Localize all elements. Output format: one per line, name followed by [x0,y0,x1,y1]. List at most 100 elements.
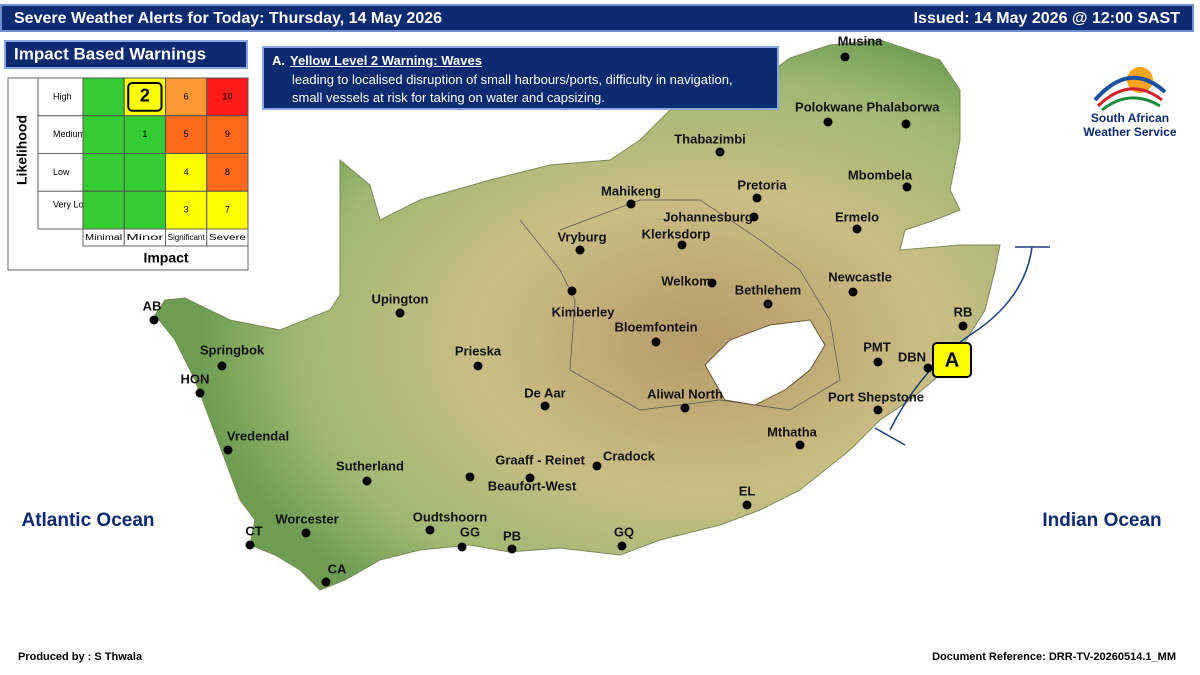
place-dot [873,405,883,415]
place-label: Oudtshoorn [413,509,487,524]
row-label: Medium [53,129,85,139]
place-dot [149,315,159,325]
matrix-cell [123,115,166,154]
place-dot [362,476,372,486]
place-label: CT [245,523,262,538]
place-dot [395,308,405,318]
place-dot [217,361,227,371]
impact-matrix: Impact Based Warnings Likelihood Impact … [4,40,249,271]
matrix-cell [82,115,125,154]
matrix-cell-value: 1 [142,129,147,139]
place-label: Pretoria [737,177,787,192]
place-label: Klerksdorp [642,226,711,241]
matrix-cell-value: 2 [140,86,150,106]
matrix-cell-value: 4 [184,167,189,177]
place-label: Thabazimbi [674,131,746,146]
matrix-cell [123,153,166,192]
place-label: Mthatha [767,424,818,439]
matrix-cell-value: 5 [184,129,189,139]
place-dot [195,388,205,398]
place-label: Beaufort-West [488,478,577,493]
place-dot [525,473,535,483]
matrix-cell [165,115,208,154]
matrix-cell-value: 10 [222,91,232,101]
matrix-cell [206,115,249,154]
place-dot [901,119,911,129]
logo-arc [1093,75,1167,102]
x-axis-label: Impact [143,250,188,266]
column-label: Minor [126,233,164,242]
place-label: CA [328,561,347,576]
place-label: AB [143,298,162,313]
matrix-cell [206,190,249,230]
row-label-cell [37,153,84,192]
lesotho [704,319,826,406]
row-label-cell [37,190,84,230]
place-label: Aliwal North [647,386,723,401]
place-label: Cradock [603,448,656,463]
place-dot [223,445,233,455]
place-dot [715,147,725,157]
place-label: RB [954,304,973,319]
place-dot [840,52,850,62]
places: Musina Polokwane Phalaborwa Thabazimbi Preto… [143,33,973,587]
coastal-warning-line [874,246,1050,446]
place-label: Springbok [200,342,265,357]
place-dot [245,540,255,550]
place-dot [651,337,661,347]
place-dot [923,363,933,373]
place-label: DBN [898,349,926,364]
place-dot [749,212,759,222]
place-label: Phalaborwa [867,99,941,114]
place-dot [301,528,311,538]
place-dot [848,287,858,297]
header-bar: Severe Weather Alerts for Today: Thursda… [0,4,1194,32]
place-dot [617,541,627,551]
logo: South African Weather Service [1083,67,1177,139]
warning-text: leading to localised disruption of small… [292,72,733,105]
place-dot [823,117,833,127]
logo-text: Weather Service [1083,125,1176,139]
place-dot [465,472,475,482]
place-label: EL [739,483,756,498]
row-label: High [53,91,72,101]
place-dot [873,357,883,367]
place-dot [795,440,805,450]
place-dot [473,361,483,371]
y-axis-label: Likelihood [14,115,30,185]
place-dot [626,199,636,209]
place-label: GQ [614,524,634,539]
ocean-label: Indian Ocean [1042,510,1161,531]
matrix-title: Impact Based Warnings [14,44,206,63]
place-label: PMT [863,339,891,354]
matrix-cell [206,153,249,192]
place-label: Graaff - Reinet [495,452,585,467]
place-label: Polokwane [795,99,863,114]
place-dot [425,525,435,535]
place-label: PB [503,528,521,543]
matrix-cell-value: 3 [184,205,189,215]
place-label: Bethlehem [735,282,801,297]
matrix-cell [165,77,208,117]
place-dot [575,245,585,255]
place-dot [958,321,968,331]
logo-arc [1101,96,1161,112]
warning-title: Yellow Level 2 Warning: Waves [290,53,482,68]
produced-by: Produced by : S Thwala [18,651,143,663]
place-dot [680,403,690,413]
place-dot [507,544,517,554]
place-label: Port Shepstone [828,389,924,404]
matrix-cell [82,77,125,117]
header-title: Severe Weather Alerts for Today: Thursda… [14,10,443,27]
ocean-label: Atlantic Ocean [21,510,154,531]
place-dot [457,542,467,552]
matrix-cell-value: 9 [225,129,230,139]
row-label: Low [53,167,70,177]
matrix-title-box [4,40,248,69]
area-marker: A [945,349,959,371]
place-dot [902,182,912,192]
place-dot [540,401,550,411]
place-label: Mahikeng [601,183,661,198]
